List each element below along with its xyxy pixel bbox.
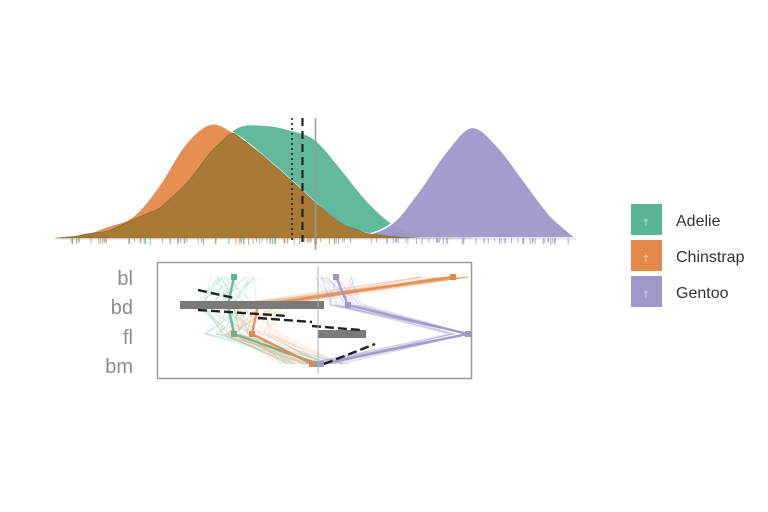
- pcp-point-gentoo: [318, 361, 324, 367]
- legend-swatch-gentoo: [631, 276, 662, 307]
- legend: Adelie ↑ Chinstrap ↑ Gentoo ↑: [631, 204, 745, 307]
- pcp-line-gentoo: [306, 276, 455, 365]
- pcp-point-chinstrap: [450, 274, 456, 280]
- pcp-line-adelie: [210, 276, 287, 365]
- pcp-line-chinstrap: [261, 276, 467, 365]
- pcp-line-gentoo: [314, 276, 469, 365]
- pcp-line-chinstrap: [234, 276, 469, 365]
- pcp-line-adelie: [207, 276, 293, 365]
- density-area-gentoo: [341, 126, 578, 239]
- pcp-line-gentoo: [329, 276, 469, 365]
- pcp-point-adelie: [231, 274, 237, 280]
- pcp-line-gentoo: [309, 276, 450, 365]
- pcp-lines: [180, 266, 471, 374]
- pcp-line-chinstrap: [239, 276, 421, 365]
- legend-label-gentoo: Gentoo: [676, 285, 729, 302]
- pcp-line-chinstrap: [225, 276, 421, 365]
- density-plot: [54, 118, 578, 250]
- pcp-mean-chinstrap: [250, 275, 454, 366]
- pcp-reference-segment: [257, 316, 313, 324]
- pcp-line-adelie: [204, 276, 293, 365]
- pcp-reference-segment: [197, 308, 289, 318]
- legend-item-gentoo[interactable]: Gentoo ↑: [631, 276, 729, 307]
- pcp-line-adelie: [226, 276, 343, 365]
- legend-item-chinstrap[interactable]: Chinstrap ↑: [631, 240, 745, 271]
- pcp-line-chinstrap: [232, 276, 422, 365]
- legend-label-adelie: Adelie: [676, 213, 721, 230]
- pcp-line-chinstrap: [225, 276, 469, 365]
- axis-label-bm: bm: [105, 356, 133, 378]
- pcp-point-gentoo: [333, 274, 339, 280]
- legend-glyph: ↑: [642, 290, 650, 301]
- legend-glyph: ↑: [642, 218, 650, 229]
- pcp-line-adelie: [204, 276, 312, 365]
- legend-item-adelie[interactable]: Adelie ↑: [631, 204, 721, 235]
- legend-glyph: ↑: [642, 254, 650, 265]
- pcp-line-adelie: [215, 276, 306, 365]
- legend-label-chinstrap: Chinstrap: [676, 249, 745, 266]
- pcp-line-gentoo: [304, 276, 469, 365]
- pcp-mean-gentoo: [320, 276, 469, 366]
- pcp-line-adelie: [214, 276, 325, 365]
- pcp-line-chinstrap: [264, 276, 458, 365]
- pcp-line-adelie: [204, 276, 327, 365]
- pcp-range-fl: [318, 330, 366, 338]
- pcp-line-adelie: [201, 276, 306, 365]
- density-overlap: [54, 132, 472, 239]
- pcp-frame: [156, 261, 473, 380]
- parallel-coordinates-plot: bl bd fl bm: [105, 261, 473, 380]
- pcp-point-chinstrap: [309, 361, 315, 367]
- pcp-point-gentoo: [345, 302, 351, 308]
- axis-label-fl: fl: [123, 327, 133, 349]
- pcp-line-adelie: [202, 276, 289, 365]
- pcp-reference-segment: [197, 288, 235, 300]
- pcp-reference-segment: [323, 342, 376, 366]
- pcp-mean-adelie: [226, 276, 319, 366]
- pcp-range-bd: [180, 301, 324, 309]
- pcp-point-gentoo: [465, 331, 471, 337]
- legend-swatch-adelie: [631, 204, 662, 235]
- pcp-point-adelie: [231, 331, 237, 337]
- pcp-point-chinstrap: [249, 331, 255, 337]
- pcp-reference-segment: [311, 324, 361, 332]
- legend-swatch-chinstrap: [631, 240, 662, 271]
- pcp-line-chinstrap: [219, 276, 469, 365]
- pcp-line-gentoo: [316, 276, 455, 365]
- axis-label-bl: bl: [117, 268, 133, 290]
- pcp-line-chinstrap: [230, 276, 462, 365]
- axis-label-bd: bd: [111, 297, 133, 319]
